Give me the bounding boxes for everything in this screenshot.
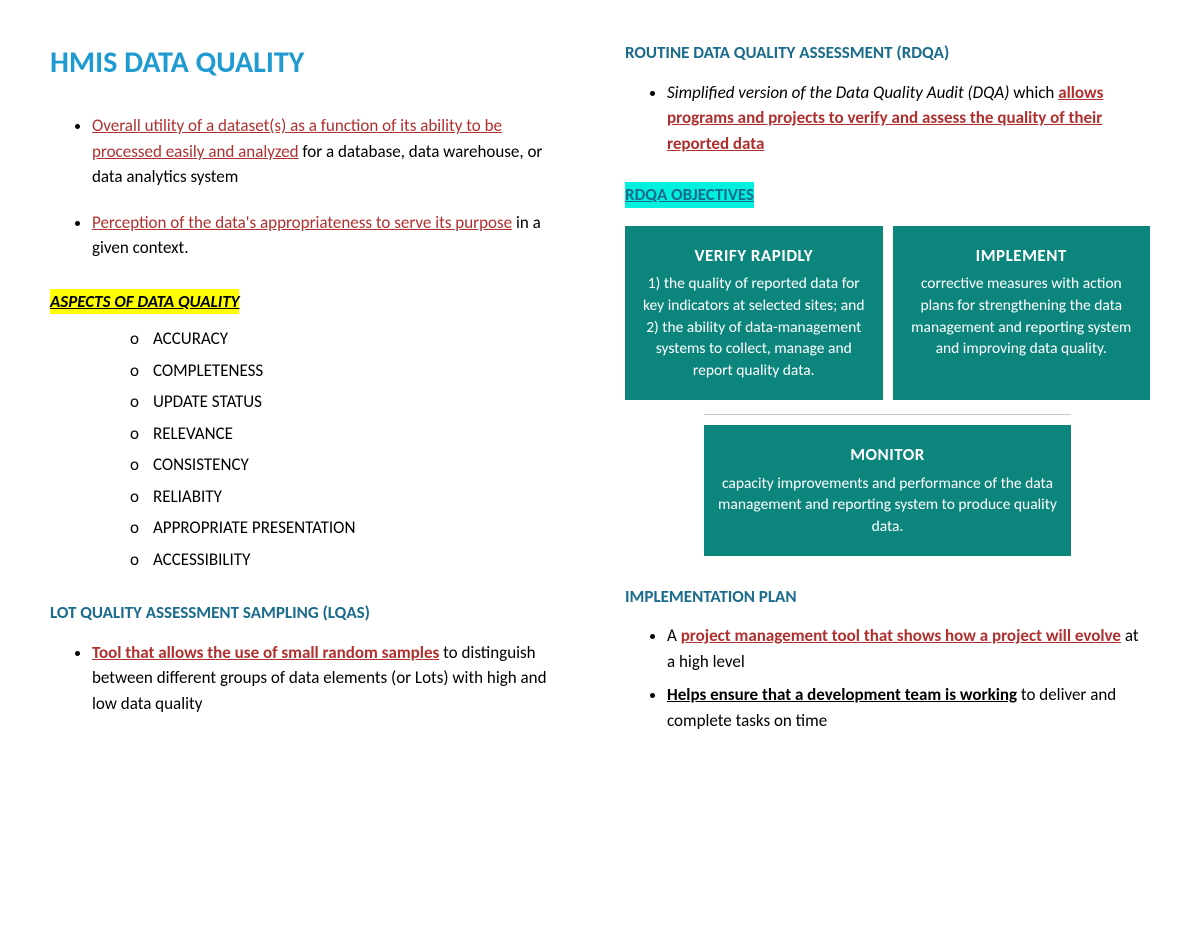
left-column: HMIS DATA QUALITY Overall utility of a d… [50, 40, 575, 753]
rdqa-italic: Simplified version of the Data Quality A… [667, 82, 1009, 103]
impl-link: project management tool that shows how a… [681, 625, 1121, 646]
aspects-heading: ASPECTS OF DATA QUALITY [50, 289, 239, 315]
rdqa-heading: ROUTINE DATA QUALITY ASSESSMENT (RDQA) [625, 40, 1150, 66]
aspect-item: ACCESSIBILITY [130, 547, 575, 573]
aspect-item: UPDATE STATUS [130, 389, 575, 415]
aspects-heading-wrap: ASPECTS OF DATA QUALITY [50, 281, 575, 327]
aspect-item: CONSISTENCY [130, 452, 575, 478]
objective-cards-row: VERIFY RAPIDLY 1) the quality of reporte… [625, 226, 1150, 400]
lqas-link: Tool that allows the use of small random… [92, 642, 439, 663]
definition-link: Perception of the data's appropriateness… [92, 212, 512, 233]
aspect-item: COMPLETENESS [130, 358, 575, 384]
definition-list: Overall utility of a dataset(s) as a fun… [50, 113, 575, 261]
impl-item: A project management tool that shows how… [667, 623, 1150, 674]
rdqa-plain: which [1009, 82, 1058, 103]
aspect-item: RELIABITY [130, 484, 575, 510]
two-column-layout: HMIS DATA QUALITY Overall utility of a d… [50, 40, 1150, 753]
card-title: MONITOR [718, 443, 1058, 467]
impl-heading: IMPLEMENTATION PLAN [625, 584, 1150, 610]
objective-card-monitor-wrap: MONITOR capacity improvements and perfor… [704, 414, 1072, 556]
lqas-item: Tool that allows the use of small random… [92, 640, 575, 717]
lqas-list: Tool that allows the use of small random… [50, 640, 575, 717]
objective-card-verify: VERIFY RAPIDLY 1) the quality of reporte… [625, 226, 883, 400]
objectives-heading-wrap: RDQA OBJECTIVES [625, 176, 1150, 220]
impl-bold: Helps ensure that a development team is … [667, 684, 1017, 705]
aspect-item: ACCURACY [130, 326, 575, 352]
card-title: VERIFY RAPIDLY [639, 244, 869, 268]
card-body: capacity improvements and performance of… [718, 473, 1058, 538]
impl-list: A project management tool that shows how… [625, 623, 1150, 733]
objectives-heading: RDQA OBJECTIVES [625, 182, 754, 208]
aspect-item: RELEVANCE [130, 421, 575, 447]
card-body: 1) the quality of reported data for key … [639, 273, 869, 381]
aspect-item: APPROPRIATE PRESENTATION [130, 515, 575, 541]
impl-item: Helps ensure that a development team is … [667, 682, 1150, 733]
objective-card-monitor: MONITOR capacity improvements and perfor… [704, 425, 1072, 556]
card-title: IMPLEMENT [907, 244, 1137, 268]
aspects-list: ACCURACY COMPLETENESS UPDATE STATUS RELE… [50, 326, 575, 572]
definition-item: Perception of the data's appropriateness… [92, 210, 575, 261]
objective-card-implement: IMPLEMENT corrective measures with actio… [893, 226, 1151, 400]
lqas-heading: LOT QUALITY ASSESSMENT SAMPLING (LQAS) [50, 600, 575, 626]
right-column: ROUTINE DATA QUALITY ASSESSMENT (RDQA) S… [625, 40, 1150, 753]
rdqa-item: Simplified version of the Data Quality A… [667, 80, 1150, 157]
page-title: HMIS DATA QUALITY [50, 40, 575, 85]
rdqa-list: Simplified version of the Data Quality A… [625, 80, 1150, 157]
impl-plain-before: A [667, 625, 681, 646]
card-body: corrective measures with action plans fo… [907, 273, 1137, 360]
definition-item: Overall utility of a dataset(s) as a fun… [92, 113, 575, 190]
